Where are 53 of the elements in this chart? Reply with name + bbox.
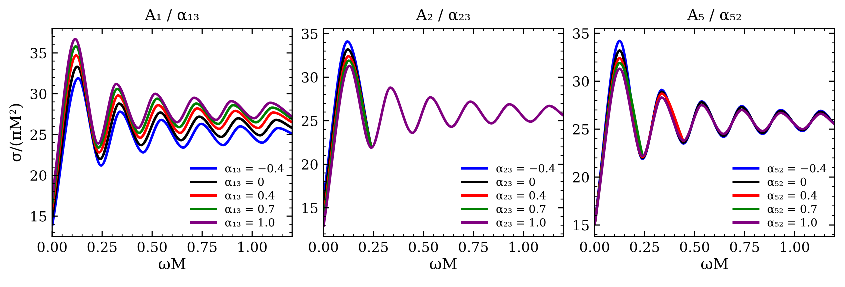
legend-label: α₁₃ = 0 bbox=[225, 178, 264, 186]
y-tick-label: 35 bbox=[573, 28, 589, 39]
y-tick-label: 30 bbox=[30, 88, 47, 100]
legend-label: α₂₃ = 0.7 bbox=[496, 204, 546, 214]
y-tick-label: 15 bbox=[302, 203, 318, 214]
legend-label: α₅₂ = 0.7 bbox=[768, 204, 817, 214]
y-tick-label: 35 bbox=[302, 28, 318, 40]
chart-title: A₂ / α₂₃ bbox=[416, 9, 470, 22]
legend-label: α₂₃ = 1.0 bbox=[496, 218, 546, 227]
legend-label: α₂₃ = −0.4 bbox=[496, 164, 556, 173]
y-tick-label: 20 bbox=[302, 159, 318, 170]
legend-label: α₁₃ = 1.0 bbox=[225, 218, 275, 227]
x-tick-label: 0.00 bbox=[580, 242, 610, 252]
x-tick-label: 0.75 bbox=[730, 242, 760, 252]
legend-label: α₂₃ = 0 bbox=[496, 178, 536, 186]
chart-title: A₅ / α₅₂ bbox=[687, 9, 742, 22]
y-axis-title: σ/(πM²) bbox=[10, 104, 24, 162]
y-tick-label: 25 bbox=[573, 124, 589, 135]
x-tick-label: 0.50 bbox=[138, 242, 167, 252]
x-tick-label: 0.00 bbox=[38, 242, 67, 252]
legend-label: α₁₃ = −0.4 bbox=[225, 164, 284, 173]
legend-label: α₅₂ = 1.0 bbox=[768, 218, 818, 227]
line-series bbox=[324, 64, 564, 228]
x-tick-label: 1.00 bbox=[510, 242, 538, 252]
x-tick-label: 0.50 bbox=[680, 242, 710, 252]
legend-label: α₅₂ = 0 bbox=[768, 178, 806, 186]
y-tick-label: 20 bbox=[30, 170, 47, 182]
x-tick-label: 0.25 bbox=[630, 242, 660, 252]
y-tick-label: 30 bbox=[302, 72, 318, 83]
legend-label: α₅₂ = −0.4 bbox=[768, 164, 827, 173]
x-axis-title: ωM bbox=[701, 258, 728, 270]
y-tick-label: 15 bbox=[574, 220, 589, 231]
legend-label: α₂₃ = 0.4 bbox=[496, 191, 546, 200]
x-tick-label: 0.00 bbox=[309, 242, 338, 252]
y-tick-label: 30 bbox=[573, 76, 590, 87]
chart-title: A₁ / α₁₃ bbox=[145, 9, 199, 22]
legend-label: α₁₃ = 0.4 bbox=[225, 191, 275, 200]
x-tick-label: 0.50 bbox=[409, 242, 438, 252]
legend-label: α₁₃ = 0.7 bbox=[225, 204, 275, 214]
y-tick-label: 20 bbox=[573, 172, 590, 183]
x-tick-label: 1.00 bbox=[781, 242, 810, 252]
x-tick-label: 1.00 bbox=[238, 242, 267, 252]
y-tick-label: 25 bbox=[302, 116, 318, 126]
x-tick-label: 0.75 bbox=[459, 242, 488, 252]
y-tick-label: 25 bbox=[30, 130, 46, 140]
legend-label: α₅₂ = 0.4 bbox=[768, 191, 818, 200]
x-axis-title: ωM bbox=[430, 258, 457, 270]
x-tick-label: 0.75 bbox=[188, 242, 217, 252]
y-tick-label: 35 bbox=[30, 48, 46, 59]
x-tick-label: 0.25 bbox=[88, 242, 117, 252]
x-tick-label: 0.25 bbox=[359, 242, 388, 252]
x-axis-title: ωM bbox=[159, 258, 186, 270]
y-tick-label: 15 bbox=[32, 211, 46, 222]
